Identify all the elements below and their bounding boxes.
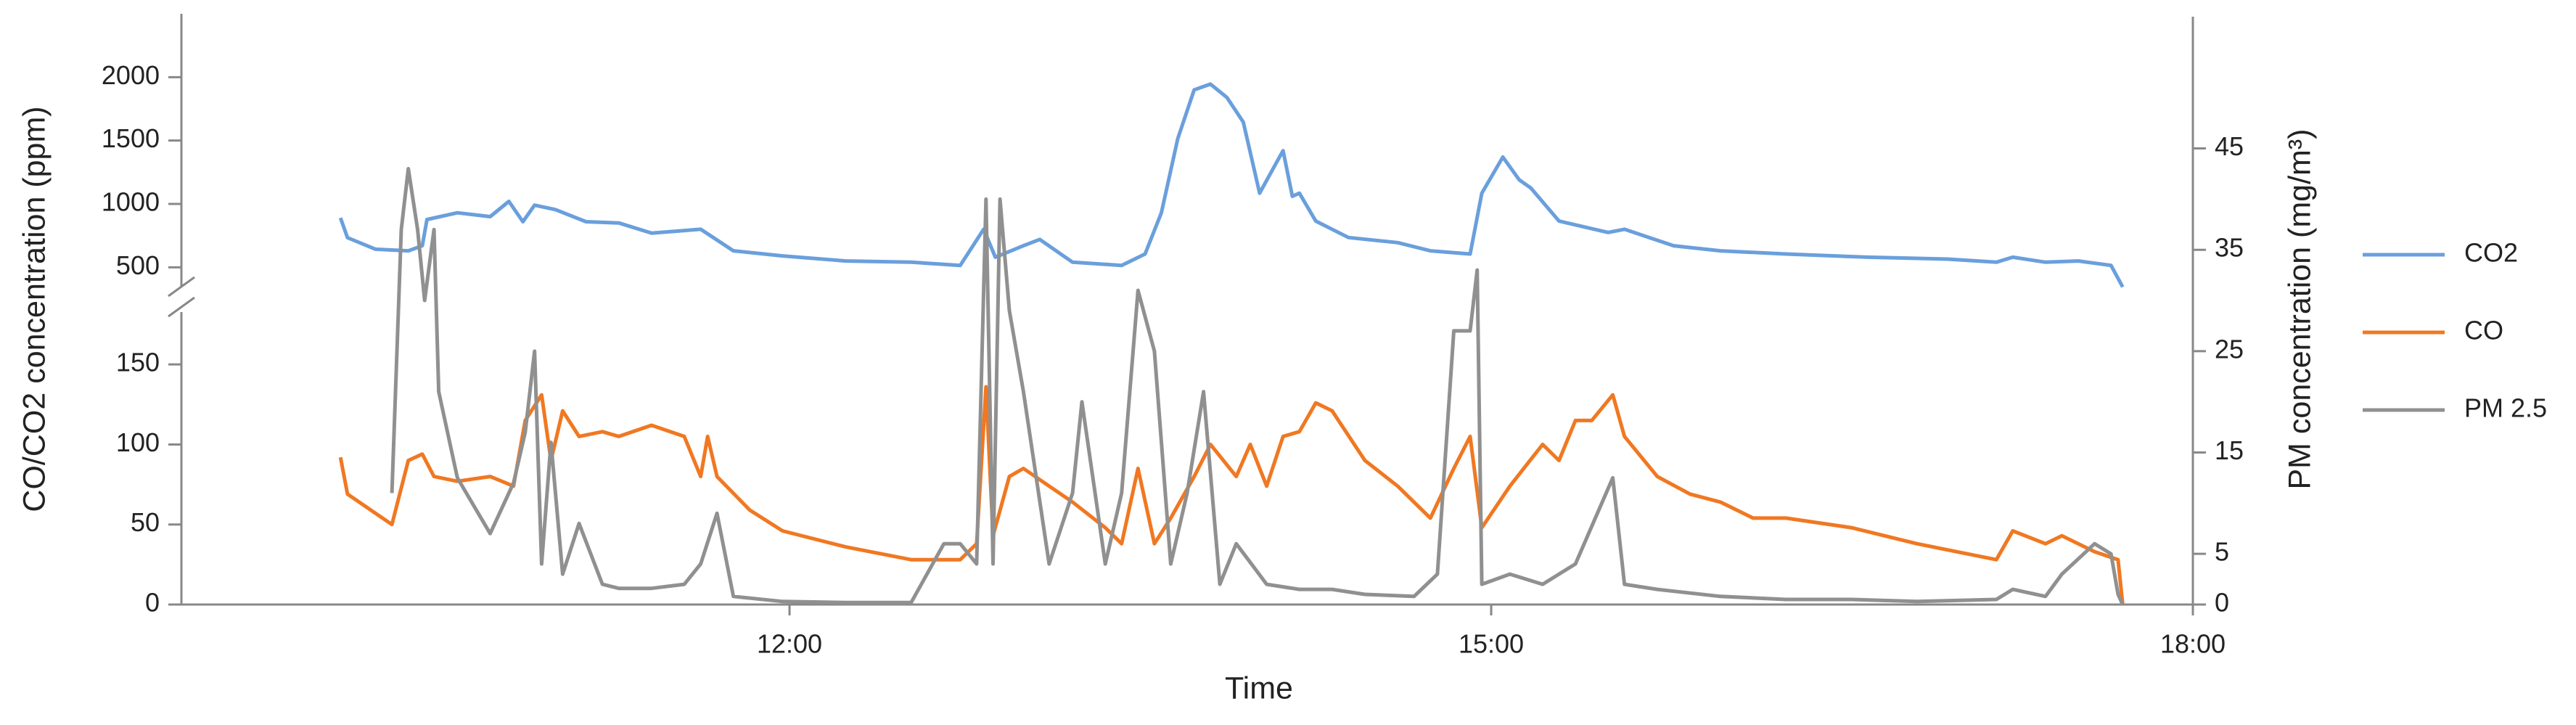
y-tick-label: 100 bbox=[116, 427, 160, 457]
y-tick-label: 2000 bbox=[102, 60, 160, 90]
axis-break bbox=[168, 276, 195, 298]
y-tick-label: 45 bbox=[2215, 131, 2244, 161]
series-line bbox=[338, 82, 2125, 288]
y-tick-label: 1000 bbox=[102, 187, 160, 217]
y-tick-label: 150 bbox=[116, 348, 160, 377]
x-tick-label: 12:00 bbox=[757, 629, 822, 659]
y-tick-label: 50 bbox=[131, 507, 160, 537]
x-tick-label: 15:00 bbox=[1459, 629, 1524, 659]
y-tick-label: 500 bbox=[116, 250, 160, 280]
y-tick-label: 15 bbox=[2215, 435, 2244, 465]
y-axis-title: CO/CO2 concentration (ppm) bbox=[17, 106, 52, 512]
axis-break bbox=[168, 296, 195, 318]
legend-label: CO2 bbox=[2464, 238, 2518, 268]
series-line bbox=[338, 385, 2125, 605]
series-line bbox=[390, 167, 2125, 606]
y-tick-label: 25 bbox=[2215, 334, 2244, 364]
x-axis-title: Time bbox=[1225, 671, 1293, 705]
y-tick-label: 35 bbox=[2215, 233, 2244, 263]
y2-axis-title: PM concentration (mg/m³) bbox=[2282, 128, 2317, 489]
legend-label: PM 2.5 bbox=[2464, 393, 2547, 423]
y-tick-label: 5 bbox=[2215, 537, 2229, 567]
y-tick-label: 1500 bbox=[102, 123, 160, 153]
y-tick-label: 0 bbox=[2215, 588, 2229, 618]
x-tick-label: 18:00 bbox=[2160, 629, 2226, 659]
legend-label: CO bbox=[2464, 316, 2503, 345]
y-tick-label: 0 bbox=[145, 588, 160, 618]
